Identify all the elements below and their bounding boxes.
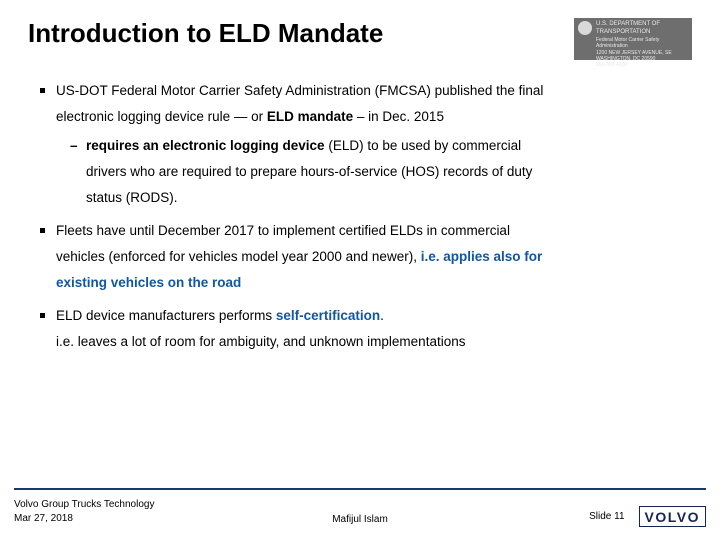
b2-text-3: existing vehicles on the road [56,275,241,290]
usdot-seal-icon [578,21,592,35]
volvo-logo: VOLVO [639,506,706,527]
badge-line5: 855-368-4200 [596,62,688,68]
bullet-1: US-DOT Federal Motor Carrier Safety Admi… [44,78,690,212]
badge-line1: U.S. DEPARTMENT OF TRANSPORTATION [596,21,688,36]
bullet-1-sub: requires an electronic logging device (E… [56,133,690,212]
footer-org: Volvo Group Trucks Technology [14,498,154,512]
b1-text-1: US-DOT Federal Motor Carrier Safety Admi… [56,83,543,98]
slide-title: Introduction to ELD Mandate [28,18,574,49]
b3-text-1b: self-certification [276,308,380,323]
b1-text-2a: electronic logging device rule — or [56,109,267,124]
b2-text-2a: vehicles (enforced for vehicles model ye… [56,249,421,264]
footer-divider [14,488,706,490]
slide-footer: Volvo Group Trucks Technology Mar 27, 20… [0,488,720,540]
b1s-text-2: drivers who are required to prepare hour… [86,164,532,179]
b1-text-2b: ELD mandate [267,109,353,124]
usdot-badge: U.S. DEPARTMENT OF TRANSPORTATION Federa… [574,18,692,60]
slide-content: US-DOT Federal Motor Carrier Safety Admi… [0,70,720,355]
bullet-3: ELD device manufacturers performs self-c… [44,303,690,356]
b1s-text-1b: (ELD) to be used by commercial [325,138,522,153]
b2-text-1: Fleets have until December 2017 to imple… [56,223,510,238]
bullet-2: Fleets have until December 2017 to imple… [44,218,690,297]
bullet-list: US-DOT Federal Motor Carrier Safety Admi… [30,78,690,355]
b1s-text-1a: requires an electronic logging device [86,138,325,153]
b1-text-2c: – in Dec. 2015 [353,109,444,124]
slide: Introduction to ELD Mandate U.S. DEPARTM… [0,0,720,540]
b1s-text-3: status (RODS). [86,190,178,205]
badge-line2: Federal Motor Carrier Safety Administrat… [596,37,688,50]
b3-text-1c: . [380,308,384,323]
slide-number: Slide 11 [589,511,624,522]
b3-text-1a: ELD device manufacturers performs [56,308,276,323]
footer-right: Slide 11 VOLVO [589,506,706,527]
b3-text-2: i.e. leaves a lot of room for ambiguity,… [56,334,465,349]
slide-header: Introduction to ELD Mandate U.S. DEPARTM… [0,0,720,70]
bullet-1-sub-1: requires an electronic logging device (E… [72,133,690,212]
b2-text-2b: i.e. applies also for [421,249,543,264]
usdot-badge-text: U.S. DEPARTMENT OF TRANSPORTATION Federa… [596,21,688,68]
